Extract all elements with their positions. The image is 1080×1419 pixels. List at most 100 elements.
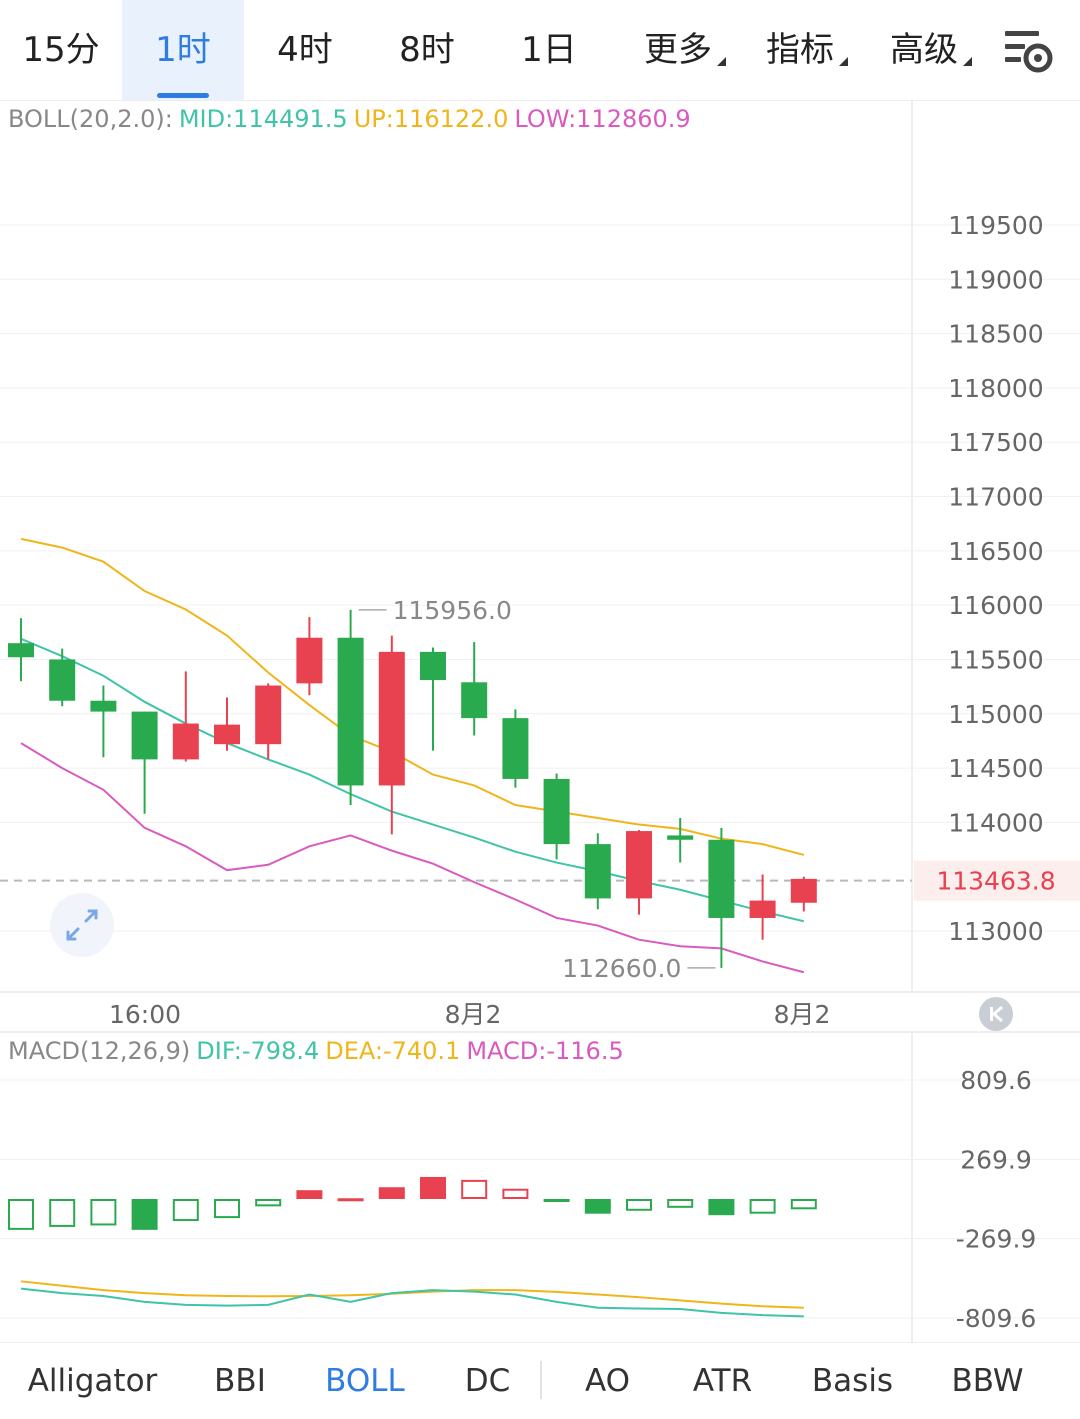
candle-body	[296, 637, 323, 684]
high-marker-label: 115956.0	[393, 596, 512, 625]
macd-legend-macd: MACD:-116.5	[466, 1037, 624, 1065]
candle-body	[172, 723, 199, 760]
candle-body	[502, 718, 529, 779]
macd-histogram-bar	[667, 1199, 694, 1208]
macd-tick-label: 269.9	[960, 1145, 1032, 1174]
tab-dc[interactable]: DC	[464, 1363, 511, 1399]
candle-body	[131, 711, 158, 760]
candle-body	[584, 844, 611, 899]
macd-histogram-bar	[584, 1199, 611, 1214]
boll-upper-line	[20, 537, 805, 856]
tab-ao[interactable]: AO	[584, 1363, 631, 1399]
boll-legend: BOLL(20,2.0): MID:114491.5 UP:116122.0 LOW:…	[8, 105, 697, 133]
macd-tick-label: -809.6	[956, 1304, 1037, 1333]
tab-basis[interactable]: Basis	[811, 1363, 894, 1399]
timeframe-tabbar: 15分 1时 4时 8时 1日 更多 指标 高级	[0, 0, 1080, 101]
candle-body	[626, 831, 652, 899]
macd-tick-label: 809.6	[960, 1066, 1032, 1095]
macd-legend-dea: DEA:-740.1	[325, 1037, 461, 1065]
macd-histogram-bar	[8, 1199, 34, 1230]
boll-mid-line	[20, 637, 805, 923]
macd-histogram-bar	[626, 1199, 652, 1211]
macd-histogram-bar	[131, 1199, 158, 1230]
chart-settings-icon[interactable]	[1000, 24, 1056, 76]
tab-bbw[interactable]: BBW	[951, 1363, 1024, 1399]
expand-arrows-icon	[66, 909, 98, 941]
macd-histogram-bar	[378, 1187, 405, 1199]
tab-indicators[interactable]: 指标	[750, 0, 850, 100]
candle-body	[749, 900, 776, 918]
macd-tick-label: -269.9	[956, 1225, 1037, 1254]
tab-boll[interactable]: BOLL	[325, 1363, 405, 1399]
tab-atr[interactable]: ATR	[692, 1363, 753, 1399]
macd-legend: MACD(12,26,9) DIF:-798.4 DEA:-740.1 MACD:-1…	[8, 1037, 630, 1065]
expand-chart-button[interactable]	[50, 893, 114, 957]
price-tick-label: 118000	[948, 374, 1043, 403]
last-price-label: 113463.8	[936, 867, 1055, 896]
time-axis-label: 8月2	[445, 1000, 502, 1029]
tab-4h[interactable]: 4时	[277, 30, 333, 70]
macd-histogram-bar	[255, 1199, 282, 1207]
candle-body	[49, 659, 76, 701]
candle-body	[543, 778, 570, 845]
tab-bbi[interactable]: BBI	[214, 1363, 266, 1399]
time-axis-label: 8月2	[774, 1000, 831, 1029]
macd-histogram-bar	[337, 1198, 364, 1202]
tab-alligator[interactable]: Alligator	[27, 1363, 158, 1399]
macd-histogram-bar	[420, 1176, 446, 1199]
tab-advanced[interactable]: 高级	[874, 0, 974, 100]
price-tick-label: 117000	[948, 483, 1043, 512]
price-tick-label: 119000	[948, 265, 1043, 294]
indicator-tabbar: Alligator BBI BOLL DC AO ATR Basis BBW	[0, 1342, 1080, 1417]
last-price-badge	[914, 860, 1080, 901]
tab-divider	[540, 1361, 542, 1399]
macd-histogram-bar	[749, 1199, 776, 1214]
price-tick-label: 115500	[948, 645, 1043, 674]
candle-body	[420, 651, 446, 681]
boll-legend-mid: MID:114491.5	[178, 105, 348, 133]
macd-dif-line	[20, 1287, 804, 1318]
macd-histogram-bar	[502, 1188, 529, 1199]
tab-indicators-label: 指标	[766, 30, 834, 70]
tab-1d[interactable]: 1日	[521, 30, 577, 70]
macd-histogram-bar	[461, 1179, 488, 1200]
macd-histogram-bar	[49, 1199, 76, 1227]
candle-body	[667, 835, 694, 840]
tab-1h[interactable]: 1时	[122, 0, 244, 100]
boll-lower-line	[20, 742, 805, 974]
candle-body	[461, 682, 488, 719]
candle-body	[337, 637, 364, 786]
macd-legend-name: MACD(12,26,9)	[8, 1037, 191, 1065]
macd-histogram-bar	[214, 1199, 240, 1219]
macd-legend-dif: DIF:-798.4	[196, 1037, 320, 1065]
time-axis-label: 16:00	[109, 1000, 181, 1029]
tab-more-label: 更多	[644, 30, 712, 70]
tab-15m[interactable]: 15分	[22, 30, 100, 70]
dropdown-triangle-icon	[717, 57, 726, 66]
tab-more[interactable]: 更多	[628, 0, 728, 100]
price-tick-label: 116000	[948, 591, 1043, 620]
candle-body	[255, 685, 282, 745]
boll-legend-up: UP:116122.0	[353, 105, 509, 133]
macd-histogram-bar	[543, 1199, 570, 1202]
candle-body	[8, 643, 34, 658]
tab-8h[interactable]: 8时	[399, 30, 455, 70]
macd-histogram-bar	[172, 1199, 199, 1222]
scroll-to-latest-icon[interactable]	[979, 997, 1013, 1031]
macd-histogram-bar	[708, 1199, 735, 1216]
boll-legend-low: LOW:112860.9	[514, 105, 691, 133]
price-tick-label: 115000	[948, 700, 1043, 729]
price-tick-label: 117500	[948, 428, 1043, 457]
candle-body	[90, 700, 117, 712]
low-marker-label: 112660.0	[562, 954, 681, 983]
price-tick-label: 116500	[948, 537, 1043, 566]
candle-body	[214, 724, 240, 745]
price-chart[interactable]: 119500 119000 118500 118000 117500 117000 1165…	[0, 100, 1080, 1342]
price-tick-label: 119500	[948, 211, 1043, 240]
macd-histogram-bar	[790, 1199, 817, 1210]
macd-histogram-bar	[90, 1199, 117, 1226]
boll-legend-name: BOLL(20,2.0):	[8, 105, 173, 133]
price-tick-label: 113000	[948, 917, 1043, 946]
candle-body	[378, 651, 405, 786]
tab-advanced-label: 高级	[890, 30, 958, 70]
